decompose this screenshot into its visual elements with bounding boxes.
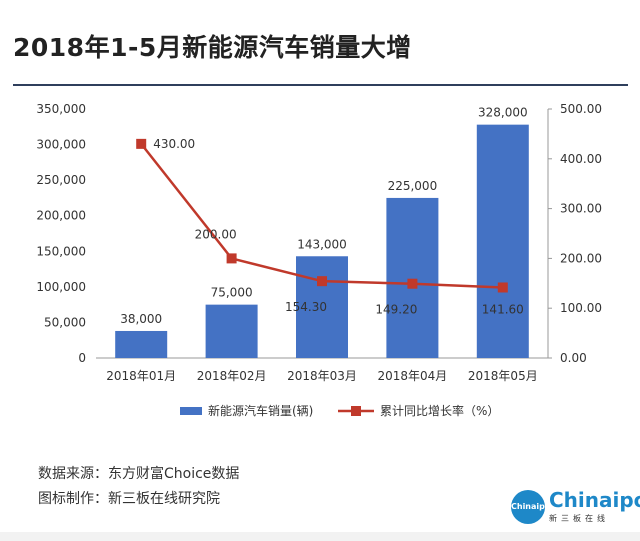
line-value-label: 141.60 <box>482 302 524 316</box>
line-point <box>136 138 147 149</box>
right-tick-label: 200.00 <box>560 251 602 265</box>
title-divider <box>13 84 628 86</box>
legend-bar-label: 新能源汽车销量(辆) <box>208 403 313 418</box>
legend-bar-swatch <box>180 407 202 415</box>
chart-title: 2018年1-5月新能源汽车销量大增 <box>13 33 412 62</box>
logo-subtitle: 新三板在线 <box>549 514 609 523</box>
logo-wordmark: Chinaipo <box>549 488 640 512</box>
line-value-label: 149.20 <box>375 303 417 317</box>
left-tick-label: 0 <box>78 351 86 365</box>
bar <box>296 256 348 358</box>
bar-value-label: 328,000 <box>478 106 528 120</box>
left-tick-label: 250,000 <box>36 173 86 187</box>
x-tick-label: 2018年03月 <box>287 369 357 383</box>
bar <box>115 330 168 358</box>
bar-value-label: 38,000 <box>120 312 162 326</box>
bar-value-label: 143,000 <box>297 237 347 251</box>
bar <box>476 124 529 358</box>
x-tick-label: 2018年05月 <box>468 369 538 383</box>
chinaipo-logo: Chinaipo Chinaipo 新三板在线 <box>511 488 640 528</box>
line-value-label: 154.30 <box>285 300 327 314</box>
line-value-label: 430.00 <box>153 137 195 151</box>
chart-maker: 图标制作：新三板在线研究院 <box>38 491 220 507</box>
right-tick-label: 500.00 <box>560 102 602 116</box>
bar <box>386 197 439 358</box>
x-tick-label: 2018年04月 <box>377 369 447 383</box>
right-tick-label: 400.00 <box>560 152 602 166</box>
bar-value-label: 225,000 <box>388 179 438 193</box>
line-point <box>317 276 327 287</box>
line-point <box>226 253 237 264</box>
left-tick-label: 150,000 <box>36 244 86 258</box>
line-point <box>497 282 508 293</box>
data-source: 数据来源：东方财富Choice数据 <box>38 466 240 482</box>
combo-chart: 0 50,000 100,000 150,000 200,000 250,000 300,0… <box>36 102 602 418</box>
x-tick-label: 2018年02月 <box>197 369 267 383</box>
right-tick-label: 300.00 <box>560 202 602 216</box>
left-tick-label: 100,000 <box>36 280 86 294</box>
line-value-label: 200.00 <box>195 227 237 241</box>
legend-line-label: 累计同比增长率（%） <box>380 403 499 418</box>
line-point <box>407 278 418 289</box>
right-tick-label: 0.00 <box>560 351 587 365</box>
left-tick-label: 200,000 <box>36 209 86 223</box>
legend-line-marker <box>351 406 361 416</box>
bottom-band <box>0 532 640 541</box>
left-tick-label: 50,000 <box>44 315 86 329</box>
left-tick-label: 300,000 <box>36 138 86 152</box>
bar-value-label: 75,000 <box>211 286 253 300</box>
logo-badge: Chinaipo <box>511 490 550 524</box>
right-tick-label: 100.00 <box>560 301 602 315</box>
x-tick-label: 2018年01月 <box>106 369 176 383</box>
left-tick-label: 350,000 <box>36 102 86 116</box>
bar <box>205 304 258 358</box>
